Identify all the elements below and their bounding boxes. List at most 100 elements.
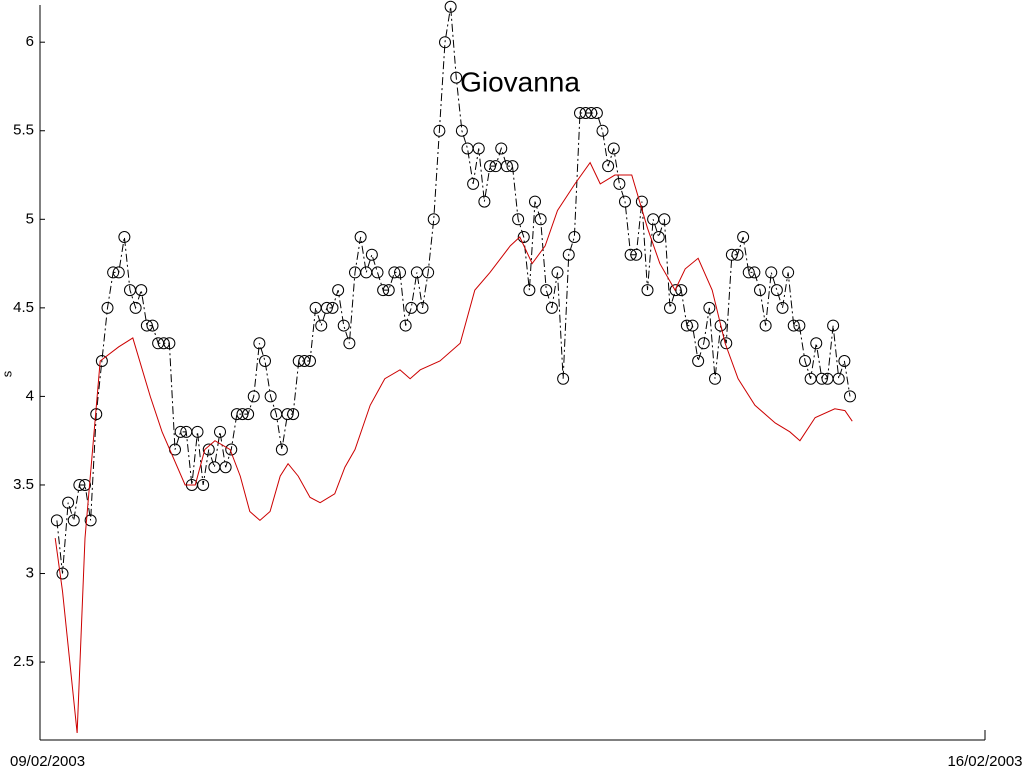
data-point (596, 124, 609, 137)
data-point (658, 213, 671, 226)
data-point (585, 107, 598, 120)
data-point (602, 160, 615, 173)
data-point (343, 337, 356, 350)
data-point (225, 443, 238, 456)
data-point (686, 319, 699, 332)
data-point (377, 284, 390, 297)
data-point (62, 496, 75, 509)
data-point (765, 266, 778, 279)
data-point (680, 319, 693, 332)
data-point (275, 443, 288, 456)
data-point (191, 425, 204, 438)
data-point (382, 284, 395, 297)
data-point (787, 319, 800, 332)
data-point (253, 337, 266, 350)
data-point (56, 567, 69, 580)
y-axis-label: s (0, 370, 14, 377)
data-point (259, 354, 271, 367)
data-point (371, 266, 384, 279)
data-point (692, 354, 705, 367)
data-point (332, 284, 345, 297)
data-point (79, 478, 91, 491)
data-point (484, 160, 496, 173)
y-tick-label: 6 (26, 33, 34, 50)
data-point (50, 514, 63, 527)
data-point (337, 319, 350, 332)
data-point (607, 142, 620, 155)
data-point (73, 478, 86, 491)
data-point (630, 248, 643, 261)
y-tick-label: 3 (26, 564, 34, 581)
data-point (433, 124, 446, 137)
data-point (107, 266, 120, 279)
data-point (624, 248, 637, 261)
data-point (208, 461, 221, 474)
data-point (472, 142, 485, 155)
data-point (242, 408, 255, 421)
data-point (641, 284, 654, 297)
data-point (146, 319, 159, 332)
data-point (95, 354, 108, 367)
data-point (287, 408, 300, 421)
data-point (669, 284, 682, 297)
series-line (56, 6, 851, 574)
data-point (118, 231, 131, 244)
y-tick-label: 4 (26, 387, 34, 404)
data-point (84, 514, 97, 527)
data-point (799, 354, 811, 367)
data-point (703, 301, 716, 314)
data-point (405, 301, 418, 314)
data-point (748, 266, 761, 279)
data-point (759, 319, 772, 332)
data-point (427, 213, 440, 226)
data-point (832, 372, 845, 385)
data-point (725, 248, 738, 261)
data-point (304, 354, 316, 367)
data-point (135, 284, 148, 297)
data-point (394, 266, 406, 279)
data-point (174, 425, 187, 438)
data-point (844, 390, 856, 403)
data-point (467, 177, 480, 190)
data-point (776, 301, 789, 314)
data-point (326, 301, 339, 314)
data-point (827, 319, 840, 332)
data-point (551, 266, 564, 279)
data-point (754, 284, 766, 297)
data-point (635, 195, 648, 208)
data-point (461, 142, 474, 155)
data-point (742, 266, 755, 279)
y-tick-label: 2.5 (13, 653, 34, 670)
data-point (112, 266, 125, 279)
x-tick-label: 09/02/2003 (10, 753, 85, 769)
data-point (782, 266, 795, 279)
data-point (523, 284, 536, 297)
y-tick-label: 5 (26, 210, 34, 227)
data-point (399, 319, 412, 332)
data-point (709, 372, 721, 385)
data-point (613, 177, 626, 190)
data-point (731, 248, 744, 261)
data-point (714, 319, 727, 332)
data-point (202, 443, 215, 456)
data-point (365, 248, 378, 261)
data-point (444, 0, 457, 13)
data-point (247, 390, 260, 403)
data-point (517, 231, 530, 244)
data-point (500, 160, 513, 173)
data-point (264, 390, 277, 403)
data-point (545, 301, 558, 314)
data-point (495, 142, 508, 155)
data-point (534, 213, 547, 226)
data-point (450, 71, 463, 84)
data-point (664, 301, 676, 314)
data-point (101, 301, 114, 314)
data-point (838, 354, 851, 367)
data-point (439, 36, 451, 49)
data-point (540, 284, 553, 297)
data-point (478, 195, 491, 208)
data-point (737, 231, 750, 244)
data-point (793, 319, 806, 332)
x-tick-label: 16/02/2003 (947, 753, 1022, 769)
